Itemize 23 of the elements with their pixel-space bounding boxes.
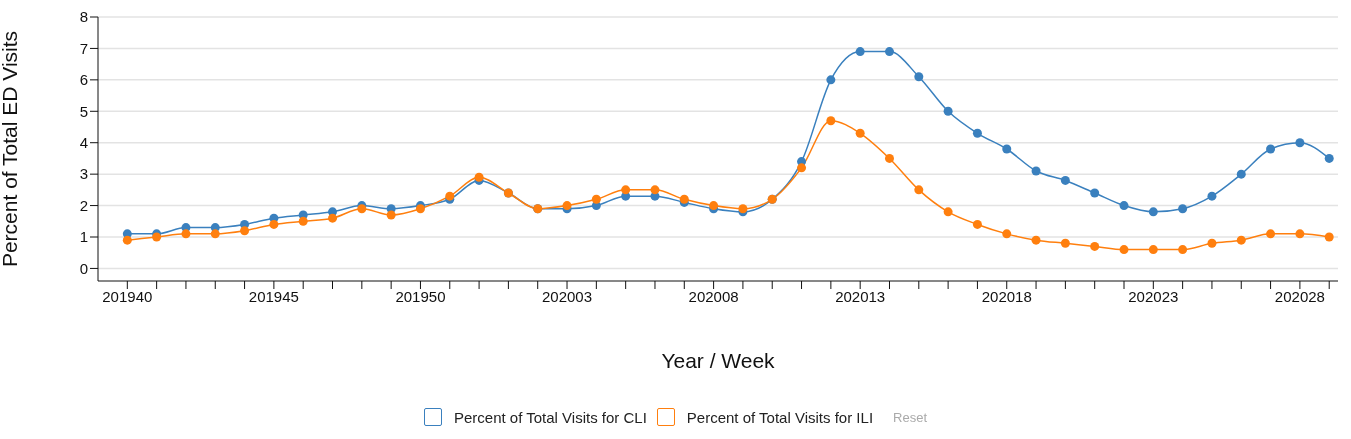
x-axis-title: Year / Week	[661, 349, 776, 372]
y-axis-title: Percent of Total ED Visits	[0, 30, 22, 268]
x-tick-label: 202008	[688, 287, 739, 305]
y-tick-label: 0	[79, 259, 88, 277]
y-tick-label: 7	[79, 39, 88, 57]
x-tick-label: 202028	[1274, 287, 1325, 305]
y-tick-label: 4	[79, 134, 88, 152]
x-tick-label: 202023	[1128, 287, 1179, 305]
x-tick-label: 201950	[395, 287, 446, 305]
y-tick-label: 1	[79, 228, 88, 246]
y-tick-label: 5	[79, 102, 88, 120]
y-tick-label: 2	[79, 196, 88, 214]
text: Reset	[893, 409, 928, 425]
x-tick-label: 202018	[981, 287, 1032, 305]
x-tick-label: 202003	[542, 287, 593, 305]
y-tick-label: 8	[79, 8, 88, 26]
legend-label: Percent of Total Visits for CLI	[453, 408, 647, 426]
x-tick-label: 201940	[102, 287, 153, 305]
x-tick-label: 202013	[835, 287, 886, 305]
x-tick-label: 201945	[248, 287, 299, 305]
y-tick-label: 3	[79, 165, 88, 183]
legend-label: Percent of Total Visits for ILI	[686, 408, 874, 426]
y-tick-label: 6	[79, 71, 88, 89]
